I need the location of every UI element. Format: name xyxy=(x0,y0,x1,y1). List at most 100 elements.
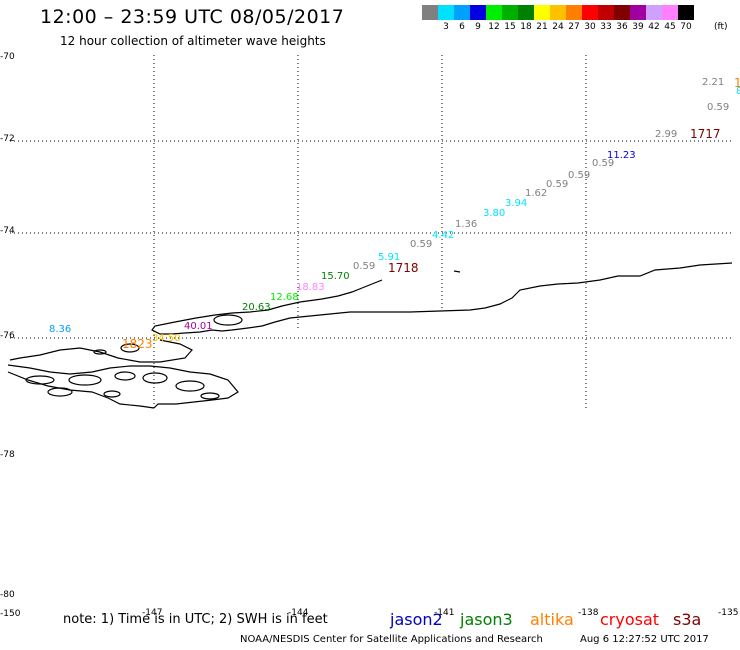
island xyxy=(93,349,107,355)
legend-swatch xyxy=(598,5,614,20)
legend-swatch xyxy=(614,5,630,20)
generation-timestamp: Aug 6 12:27:52 UTC 2017 xyxy=(580,634,709,645)
island xyxy=(200,392,220,400)
legend-label: 21 xyxy=(536,22,548,32)
satellite-altika: altika xyxy=(530,610,574,629)
satellite-jason3: jason3 xyxy=(460,610,513,629)
wave-height-label: 0.59 xyxy=(353,261,376,272)
legend-swatch xyxy=(438,5,454,20)
island xyxy=(114,371,136,381)
wave-height-label: 0.59 xyxy=(568,170,591,181)
legend-label: 9 xyxy=(475,22,481,32)
island xyxy=(25,375,55,385)
credit-text: NOAA/NESDIS Center for Satellite Applica… xyxy=(240,634,543,645)
legend-swatch xyxy=(582,5,598,20)
legend-swatch xyxy=(678,5,694,20)
legend-label: 39 xyxy=(632,22,644,32)
wave-height-label: 34.50 xyxy=(152,333,181,344)
wave-height-label: 1.36 xyxy=(455,219,478,230)
wave-height-label: 0.59 xyxy=(592,158,615,169)
wave-height-label: 0.59 xyxy=(707,102,730,113)
lat-label: -76 xyxy=(0,331,15,341)
legend-label: 15 xyxy=(504,22,516,32)
wave-height-label: 5.91 xyxy=(378,252,401,263)
wave-height-label: 15.70 xyxy=(321,271,350,282)
island xyxy=(47,387,73,397)
legend-swatch xyxy=(502,5,518,20)
island xyxy=(68,374,102,386)
coastline xyxy=(151,262,733,335)
coast-outline xyxy=(7,364,239,409)
wave-height-label: 8 xyxy=(736,86,740,97)
legend-swatch xyxy=(470,5,486,20)
satellite-cryosat: cryosat xyxy=(600,610,660,629)
legend-swatch xyxy=(566,5,582,20)
lat-label: -78 xyxy=(0,450,15,460)
coast-outline xyxy=(7,371,155,409)
wave-height-label: 11.23 xyxy=(607,150,636,161)
wave-height-label: 1.62 xyxy=(525,188,548,199)
wave-height-label: 18.83 xyxy=(296,282,325,293)
lat-label: -74 xyxy=(0,226,15,236)
lon-label: -138 xyxy=(578,608,599,618)
legend-swatch xyxy=(454,5,470,20)
lon-label: -150 xyxy=(0,609,21,619)
lat-label: -72 xyxy=(0,134,15,144)
wave-height-label: 1 xyxy=(734,76,740,90)
wave-height-label: 3.94 xyxy=(505,198,528,209)
legend-label: 6 xyxy=(459,22,465,32)
legend-swatch xyxy=(630,5,646,20)
lon-label: -144 xyxy=(288,608,309,618)
legend-label: 12 xyxy=(488,22,500,32)
wave-height-label: 2.21 xyxy=(702,77,725,88)
footer-note: note: 1) Time is in UTC; 2) SWH is in fe… xyxy=(63,612,328,627)
island xyxy=(213,314,243,326)
lon-label: -135 xyxy=(718,608,739,618)
lat-label: -80 xyxy=(0,590,15,600)
legend-label: 24 xyxy=(552,22,564,32)
legend-label: 27 xyxy=(568,22,580,32)
island xyxy=(103,390,121,398)
legend-label: 42 xyxy=(648,22,660,32)
chart-subtitle: 12 hour collection of altimeter wave hei… xyxy=(60,34,326,48)
island xyxy=(453,270,461,273)
wave-height-label: 0.59 xyxy=(410,239,433,250)
wave-height-label: 0.59 xyxy=(546,179,569,190)
island xyxy=(142,372,168,384)
island xyxy=(120,343,140,353)
wave-height-label: 4.42 xyxy=(432,230,455,241)
chart-title: 12:00 – 23:59 UTC 08/05/2017 xyxy=(40,6,345,28)
legend-label: 70 xyxy=(680,22,692,32)
legend-swatch xyxy=(662,5,678,20)
wave-height-label: 3.80 xyxy=(483,208,506,219)
legend-label: 30 xyxy=(584,22,596,32)
wave-height-label: 20.63 xyxy=(242,302,271,313)
legend-swatch xyxy=(518,5,534,20)
wave-height-label: 1823 xyxy=(122,337,153,351)
legend-label: 18 xyxy=(520,22,532,32)
island xyxy=(175,380,205,392)
wave-height-label: 1718 xyxy=(388,261,419,275)
lon-label: -147 xyxy=(142,608,163,618)
wave-height-label: 2.99 xyxy=(655,129,678,140)
color-legend xyxy=(422,5,694,20)
satellite-s3a: s3a xyxy=(673,610,702,629)
legend-label: 3 xyxy=(443,22,449,32)
legend-swatch xyxy=(534,5,550,20)
grid-lines xyxy=(10,55,732,408)
wave-height-label: 8.36 xyxy=(49,324,72,335)
wave-height-label: 12.68 xyxy=(270,292,299,303)
ice-shelf-edge xyxy=(9,339,193,363)
lon-label: -141 xyxy=(434,608,455,618)
lat-label: -70 xyxy=(0,52,15,62)
legend-swatch xyxy=(422,5,438,20)
color-legend-labels: 3 6 9 12 15 18 21 24 27 30 33 36 39 42 45 70 xyxy=(422,22,694,32)
legend-label: 45 xyxy=(664,22,676,32)
wave-height-label: 1717 xyxy=(690,127,721,141)
legend-label: 33 xyxy=(600,22,612,32)
legend-swatch xyxy=(550,5,566,20)
wave-height-label: 40.01 xyxy=(184,321,213,332)
legend-swatch xyxy=(486,5,502,20)
legend-swatch xyxy=(646,5,662,20)
